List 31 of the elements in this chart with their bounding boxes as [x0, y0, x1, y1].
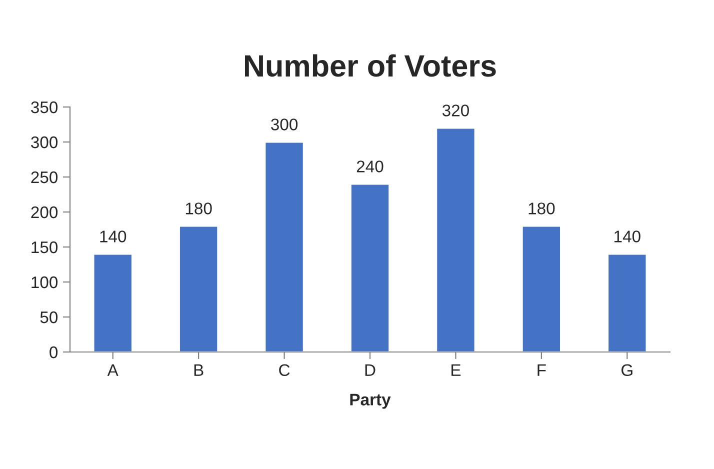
bar: [178, 225, 219, 352]
y-tick-label: 250: [31, 171, 58, 184]
x-axis-title: Party: [350, 394, 391, 409]
x-tick-label: C: [279, 364, 290, 376]
bar: [436, 127, 476, 352]
chart-title: Number of Voters: [244, 54, 496, 77]
data-label: 300: [271, 118, 298, 130]
data-label: 140: [614, 230, 640, 242]
x-tick-label: D: [365, 364, 376, 376]
data-label: 140: [100, 230, 126, 242]
data-label: 180: [186, 202, 212, 214]
x-tick-label: A: [107, 364, 118, 376]
y-tick-label: 100: [32, 276, 58, 288]
bar: [92, 253, 133, 352]
data-label: 320: [442, 104, 469, 116]
x-tick-label: G: [622, 364, 632, 376]
y-tick-label: 300: [31, 136, 58, 148]
bar: [350, 183, 390, 352]
x-tick-label: E: [452, 364, 461, 376]
y-tick-label: 0: [50, 346, 58, 358]
data-label: 240: [356, 160, 384, 172]
y-tick-label: 50: [40, 311, 58, 324]
x-tick-label: B: [194, 364, 204, 376]
y-tick-label: 350: [31, 101, 58, 114]
y-tick-label: 200: [31, 206, 58, 218]
bar: [521, 225, 562, 352]
y-tick-label: 150: [32, 241, 58, 254]
data-label: 180: [528, 202, 555, 214]
x-tick-label: F: [538, 364, 546, 376]
bar: [264, 141, 304, 352]
bar: [607, 253, 648, 352]
